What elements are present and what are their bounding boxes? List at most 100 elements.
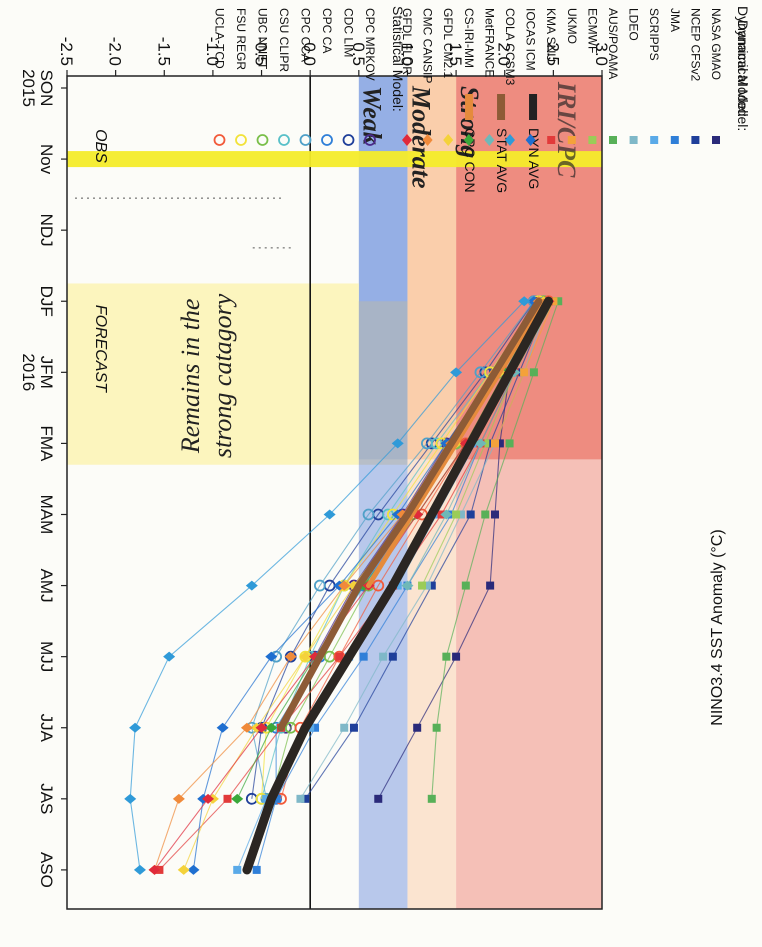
legend-marker [650,136,659,144]
legend-header-dynamical: Dynamical Model: [735,20,751,131]
legend-marker [235,134,247,146]
point-cmc-cansip [338,580,351,591]
point-nasa-gmao [452,652,461,661]
legend-marker [691,136,700,144]
point-cola-ccsm3 [129,722,142,733]
average-lines [67,151,602,875]
side-legend: Dynamical Model: NASA GMAO NCEP CFSv2 JMA SC… [0,0,762,150]
legend-label-ubc-nnet: UBC NNET [256,8,270,70]
legend-marker [342,134,355,146]
legend-label-ukmo: UKMO [565,8,579,44]
legend-marker [443,134,454,146]
legend-label-cpc-ca: CPC CA [320,8,334,53]
year-label: 2015 [19,69,38,107]
point-scripps [233,865,242,874]
stat-avg-line [277,297,543,732]
legend-label-ldeo: LDEO [627,8,641,41]
point-gfdl-flor [202,793,215,804]
legend-label-kma-snu: KMA SNU [544,8,558,62]
legend-label-cs-iri-mm: CS-IRI-MM [462,8,476,68]
point-kma-snu [335,652,344,661]
point-aus-poama [505,439,514,448]
point-iocas-icm [265,651,278,662]
legend-label-cola-ccsm3: COLA CCSM3 [503,8,517,86]
x-tick-label: ASO [37,852,56,888]
point-ukmo [491,439,499,448]
legend-marker [422,134,433,146]
point-jma [252,865,261,874]
chart-labels: 3.0 2.5 2.0 1.5 1.0 0.5 0.0 -0.5 -1.0 -1.5 -2.0 -2.… [19,37,726,888]
point-nasa-gmao [486,581,495,590]
point-gfdl-flor [411,509,424,520]
point-ecmwf [452,510,461,519]
obs-marker-bar [67,151,602,168]
point-gfdl-cm2-1 [347,580,360,591]
legend-marker [588,136,597,144]
x-tick-label: DJF [37,286,56,317]
series-line-aus-poama [431,301,559,799]
legend-label-jma: JMA [668,8,682,32]
y-tick-label: -1.0 [203,37,222,66]
point-nasa-gmao [413,723,422,732]
legend-label-gfdl-cm2-1: GFDL CM2.1 [441,8,455,79]
y-tick-label: 2.0 [495,42,514,66]
forecast-label: FORECAST [92,305,109,393]
legend-label-ecmwf: ECMWF [585,8,599,53]
legend-label-cpc-cca: CPC CCA [299,8,313,62]
point-iocas-icm [187,864,200,875]
legend-label-ucla-tcd: UCLA-TCD [213,8,227,69]
legend-label-cpc-mrkov: CPC MRKOV [363,8,377,81]
legend-marker [670,136,679,144]
legend-marker [213,134,226,146]
point-cmc-cansip [240,722,253,733]
point-ldeo [379,652,388,661]
avg-legend-swatch [497,94,506,120]
point-nasa-gmao [374,794,383,803]
point-cs-iri-mm [231,793,244,804]
cpc-con-line [366,298,547,589]
obs-label: OBS [92,129,109,163]
legend-marker [321,134,333,146]
overlap-block [358,301,408,465]
x-tick-label: MAM [37,495,56,535]
year-label: 2016 [19,353,38,391]
x-tick-label: Nov [37,144,56,175]
y-tick-label: 0.0 [300,42,319,66]
point-gfdl-cm2-1 [299,651,312,662]
y-axis-label: NINO3.4 SST Anomaly (°C) [709,529,726,725]
series-line-cpc-cca [251,300,535,799]
grid-lines [71,76,311,909]
legend-label-metfrance: MetFRANCE [482,8,496,77]
point-aus-poama [432,723,441,732]
avg-legend-swatch [529,94,538,120]
avg-legend-label: CPC CON [462,128,478,193]
x-tick-label: SON [37,70,56,107]
legend-label-ncep-cfsv2: NCEP CFSv2 [688,8,702,81]
series-line-ncep-cfsv2 [304,301,550,800]
legend-label-cdc-lim: CDC LIM [342,8,356,57]
legend-marker [609,136,617,144]
y-tick-label: -2.5 [57,37,76,66]
point-cola-ccsm3 [245,580,258,591]
point-aus-poama [442,652,451,661]
x-tick-label: JAS [37,783,56,814]
x-tick-label: JFM [37,356,56,389]
x-tick-label: AMJ [37,569,56,603]
series-line-cdc-lim [251,300,535,799]
point-metfrance [401,580,414,591]
point-cola-ccsm3 [124,793,137,804]
forecast-highlight [67,283,359,465]
point-cola-ccsm3 [133,864,146,875]
legend-marker [299,134,312,146]
y-tick-label: 1.5 [446,42,465,66]
point-cola-ccsm3 [450,367,463,378]
point-gfdl-flor [148,864,161,875]
legend-label-nasa-gmao: NASA GMAO [709,8,723,80]
x-tick-label: MJJ [37,641,56,672]
dyn-avg-line [242,296,553,875]
legend-header-statistical: Statistical Model: [390,6,406,112]
point-ldeo [296,794,305,803]
point-cpc-cca [362,508,375,521]
band-moderate-forecast [407,459,457,909]
point-iocas-icm [216,722,229,733]
